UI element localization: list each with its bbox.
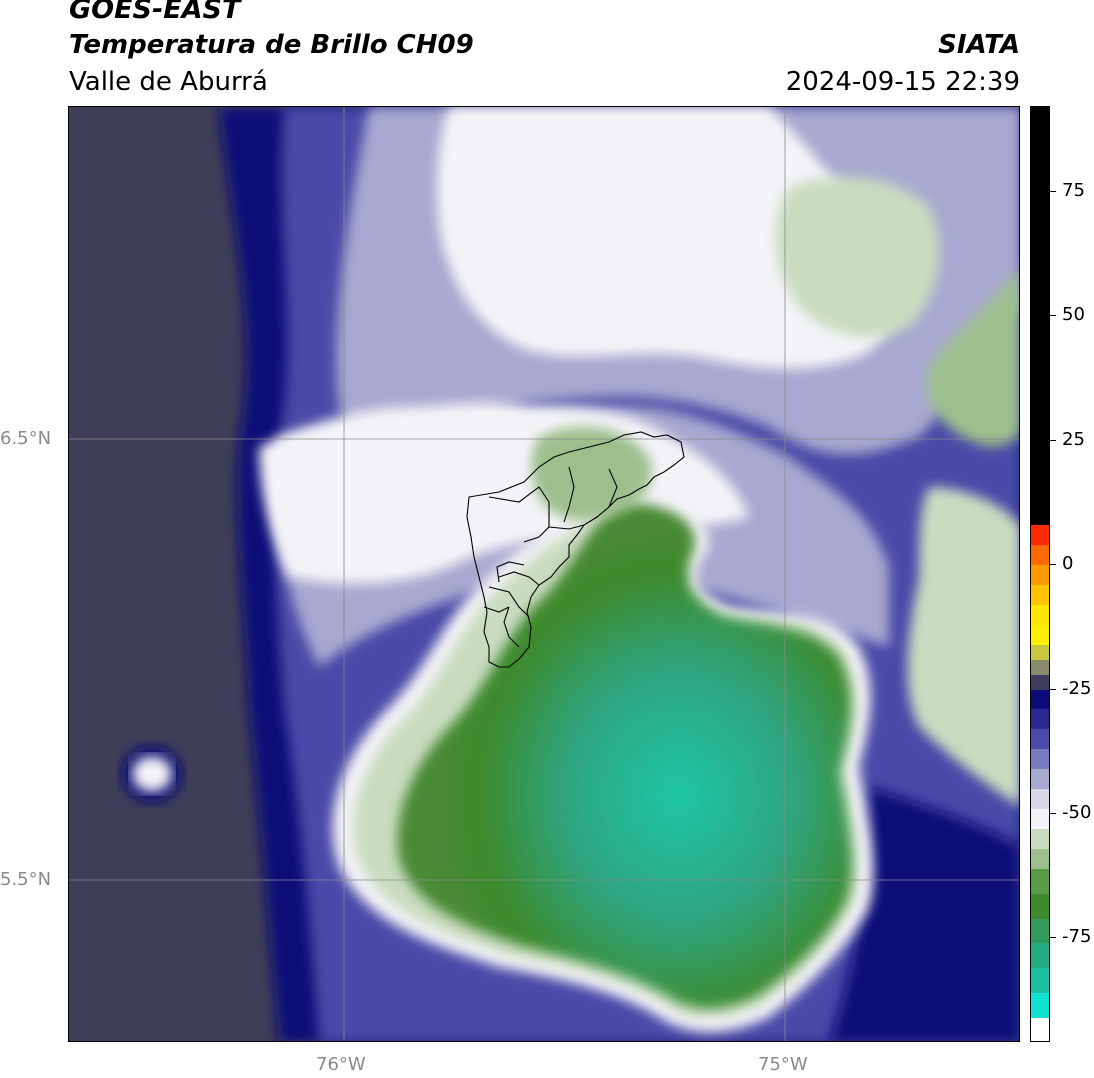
colorbar-segment xyxy=(1031,828,1049,850)
green-east-edge xyxy=(927,269,1019,447)
municipal-boundaries xyxy=(466,431,685,668)
lon-label-75w: 75°W xyxy=(758,1054,808,1075)
colorbar-tick-label: 25 xyxy=(1062,428,1085,450)
colorbar-tick xyxy=(1050,190,1056,192)
colorbar-segment xyxy=(1031,769,1049,790)
colorbar xyxy=(1030,106,1050,1042)
white-cloud-north xyxy=(437,107,899,369)
colorbar-segment xyxy=(1031,809,1049,830)
colorbar-segment xyxy=(1031,584,1049,606)
convective-core xyxy=(397,502,852,1009)
colorbar-segment xyxy=(1031,545,1049,566)
colorbar-segment xyxy=(1031,689,1049,710)
brightness-temperature-field xyxy=(69,107,1019,1041)
colorbar-segment xyxy=(1031,848,1049,870)
pale-green-ne xyxy=(775,176,940,338)
colorbar-tick-label: 0 xyxy=(1062,553,1074,575)
colorbar-segment xyxy=(1031,107,1049,526)
colorbar-segment xyxy=(1031,943,1049,969)
colorbar-segment xyxy=(1031,749,1049,770)
colorbar-tick-label: -75 xyxy=(1062,926,1092,948)
colorbar-tick-label: 75 xyxy=(1062,179,1085,201)
colorbar-segment xyxy=(1031,674,1049,690)
colorbar-tick xyxy=(1050,315,1056,317)
colorbar-segment xyxy=(1031,789,1049,810)
colorbar-tick xyxy=(1050,688,1056,690)
colorbar-tick-label: -25 xyxy=(1062,677,1092,699)
colorbar-tick-label: -50 xyxy=(1062,801,1092,823)
colorbar-segment xyxy=(1031,659,1049,676)
colorbar-segment xyxy=(1031,993,1049,1019)
colorbar-segment xyxy=(1031,709,1049,730)
isolated-cell xyxy=(132,756,172,792)
colorbar-tick-label: 50 xyxy=(1062,304,1085,326)
timestamp-label: 2024-09-15 22:39 xyxy=(785,67,1020,97)
product-title: Temperatura de Brillo CH09 xyxy=(69,30,474,60)
colorbar-tick xyxy=(1050,812,1056,814)
satellite-map[interactable] xyxy=(68,106,1020,1042)
pale-green-east xyxy=(907,487,1019,806)
brand-label: SIATA xyxy=(938,30,1020,60)
satellite-title: GOES-EAST xyxy=(69,0,241,25)
region-subtitle: Valle de Aburrá xyxy=(69,67,268,97)
lat-label-5-5n: 5.5°N xyxy=(0,869,52,890)
lat-label-6-5n: 6.5°N xyxy=(0,428,52,449)
colorbar-segment xyxy=(1031,644,1049,661)
colorbar-segment xyxy=(1031,604,1049,626)
colorbar-segment xyxy=(1031,565,1049,586)
colorbar-segment xyxy=(1031,868,1049,895)
colorbar-segment xyxy=(1031,1018,1049,1041)
colorbar-segment xyxy=(1031,624,1049,646)
colorbar-tick xyxy=(1050,937,1056,939)
navy-southeast xyxy=(829,787,1019,1041)
colorbar-segment xyxy=(1031,918,1049,944)
colorbar-tick xyxy=(1050,564,1056,566)
colorbar-segment xyxy=(1031,525,1049,546)
colorbar-segment xyxy=(1031,893,1049,920)
colorbar-segment xyxy=(1031,968,1049,994)
colorbar-tick xyxy=(1050,439,1056,441)
colorbar-segment xyxy=(1031,729,1049,750)
lon-label-76w: 76°W xyxy=(316,1054,366,1075)
